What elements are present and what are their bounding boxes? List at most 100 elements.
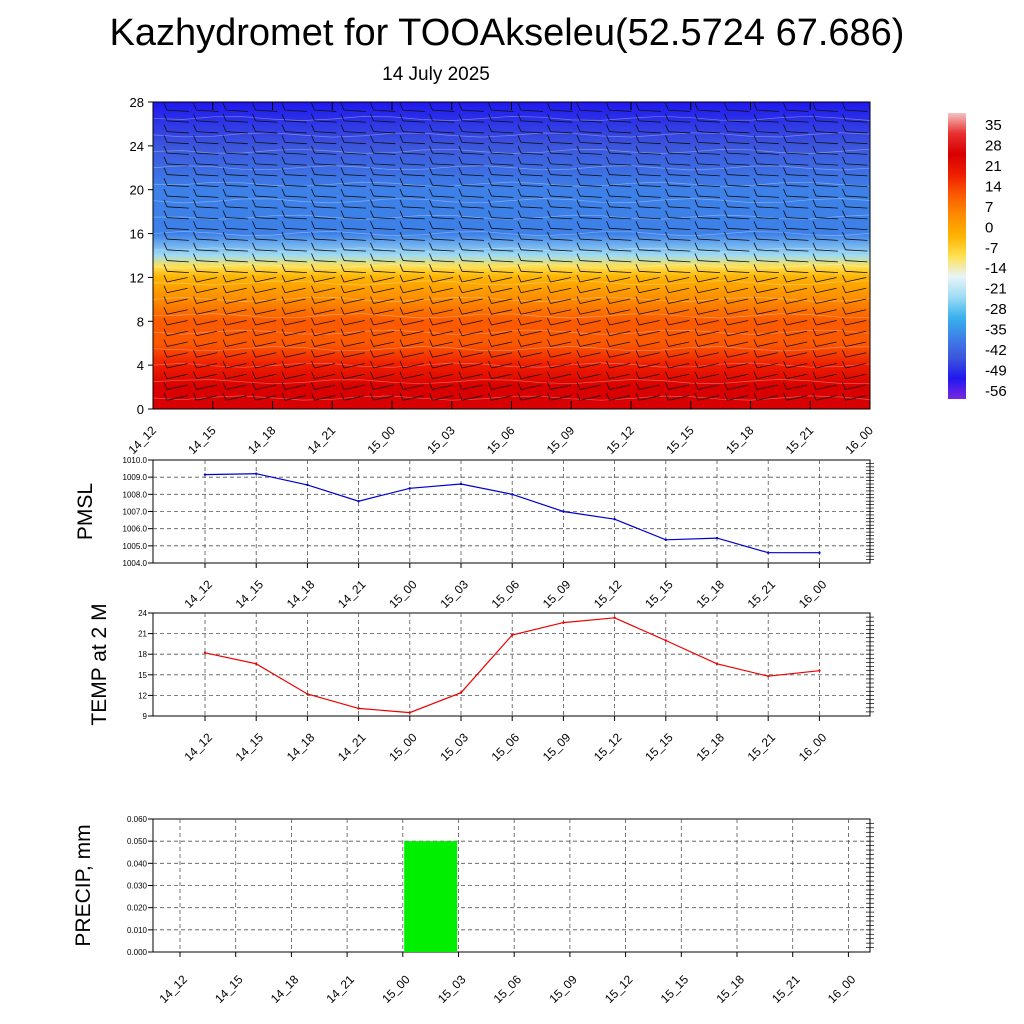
wind-barb-flag [370,307,374,315]
wind-barb-flag [753,264,758,272]
wind-barb [550,217,573,220]
wind-barb-flag [842,360,846,369]
wind-barb-flag [635,210,640,218]
wind-barb-flag [429,145,433,154]
wind-barb [196,249,219,252]
wind-barb-flag [783,328,787,336]
wind-barb [491,141,514,145]
wind-barb-flag [665,113,669,122]
wind-barb-flag [252,221,256,229]
wind-barb [815,384,837,390]
wind-barb [255,363,277,369]
wind-barb [255,309,277,315]
wind-barb [756,227,779,231]
wind-barb [461,217,484,220]
wind-barb [756,174,779,177]
wind-barb-flag [812,339,817,347]
wind-barb [166,195,189,198]
wind-barb [432,384,454,390]
contour-line [153,395,870,401]
wind-barb [550,260,573,263]
wind-barb [402,141,425,145]
wind-barb-flag [783,274,787,283]
wind-barb [284,277,306,283]
wind-barb [756,373,778,380]
wind-barb [727,363,749,369]
wind-barb [402,320,424,326]
wind-barb [196,184,219,188]
wind-barb [815,363,837,369]
wind-barb [845,298,867,304]
wind-barb-flag [281,264,286,272]
precip-bar [404,841,458,952]
wind-barb-flag [399,253,404,261]
wind-barb-flag [635,285,640,293]
wind-barb [727,277,749,283]
wind-barb [668,330,690,337]
y-tick-label: 1008.0 [123,490,148,499]
wind-barb-flag [606,264,610,272]
wind-barb-flag [576,135,581,143]
wind-barb [786,184,809,188]
wind-barb-flag [252,188,256,197]
wind-barb-flag [547,285,551,293]
x-tick-label: 14_15 [185,423,219,457]
wind-barb [815,238,838,241]
wind-barb-flag [665,264,669,272]
wind-barb [461,363,483,369]
wind-barb [166,352,188,358]
wind-barb [579,395,601,401]
wind-barb-flag [281,393,286,401]
wind-barb-flag [842,350,846,358]
wind-barb-flag [370,253,374,261]
wind-barb [520,120,543,123]
wind-barb [727,238,750,241]
wind-barb-flag [783,210,787,218]
wind-barb-flag [665,156,669,164]
wind-barb-flag [547,274,551,283]
wind-barb-flag [547,145,551,154]
wind-barb-flag [370,156,374,164]
wind-barb [638,341,660,347]
wind-barb [432,249,455,252]
wind-barb [166,260,189,263]
wind-barb-flag [370,242,374,250]
wind-barb [284,131,307,134]
wind-barb-flag [812,328,817,336]
wind-barb [196,373,218,380]
wind-barb [402,309,424,315]
wind-barb [343,163,366,166]
wind-barb [343,217,366,220]
wind-barb-flag [222,156,227,164]
wind-barb [579,109,602,112]
wind-barb-flag [753,317,758,326]
wind-barb [491,341,513,347]
wind-barb [461,131,484,134]
wind-barb-flag [281,382,286,390]
wind-barb [815,174,838,177]
x-tick-label: 16_00 [796,577,830,611]
wind-barb-flag [281,317,286,326]
wind-barb [314,163,337,166]
wind-barb-flag [665,360,669,369]
wind-barb [491,109,514,112]
wind-barb [284,184,307,188]
wind-barb [845,131,868,134]
wind-barb-flag [606,242,610,250]
data-point [511,633,514,637]
wind-barb [284,195,307,198]
wind-barb-flag [635,188,640,197]
wind-barb [196,277,218,283]
wind-barb [402,363,424,369]
wind-barb-flag [252,167,256,175]
wind-barb-flag [724,274,728,283]
wind-barb-flag [753,188,758,197]
wind-barb [845,217,868,220]
wind-barb-flag [547,328,551,336]
wind-barb [609,277,631,283]
wind-barb-flag [311,231,315,240]
wind-barb [579,184,602,188]
wind-barb-flag [724,371,728,379]
wind-barb-flag [193,253,197,261]
wind-barb-flag [311,317,315,326]
